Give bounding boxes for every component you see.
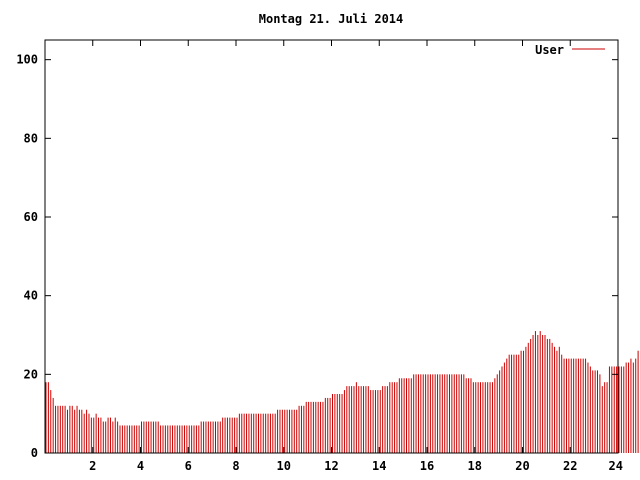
x-tick-label: 16 (420, 459, 434, 473)
plot-frame (44, 39, 619, 454)
x-axis: 2 4 6 8 10 12 14 16 18 20 22 24 (89, 40, 623, 473)
legend-label: User (535, 43, 564, 57)
x-tick-label: 6 (185, 459, 192, 473)
y-tick-label: 20 (24, 367, 38, 381)
x-tick-label: 8 (232, 459, 239, 473)
y-tick-label: 60 (24, 210, 38, 224)
x-tick-label: 2 (89, 459, 96, 473)
x-tick-label: 20 (515, 459, 529, 473)
x-tick-label: 18 (468, 459, 482, 473)
y-axis: 0 20 40 60 80 100 (16, 53, 618, 460)
legend: User (535, 43, 605, 57)
x-tick-label: 12 (324, 459, 338, 473)
x-tick-label: 24 (609, 459, 623, 473)
y-tick-label: 0 (31, 446, 38, 460)
y-tick-label: 80 (24, 131, 38, 145)
x-tick-label: 4 (137, 459, 144, 473)
chart-title: Montag 21. Juli 2014 (259, 12, 404, 26)
x-tick-label: 10 (277, 459, 291, 473)
x-tick-label: 14 (372, 459, 386, 473)
x-tick-label: 22 (563, 459, 577, 473)
y-tick-label: 100 (16, 53, 38, 67)
y-tick-label: 40 (24, 289, 38, 303)
bars (45, 331, 640, 453)
